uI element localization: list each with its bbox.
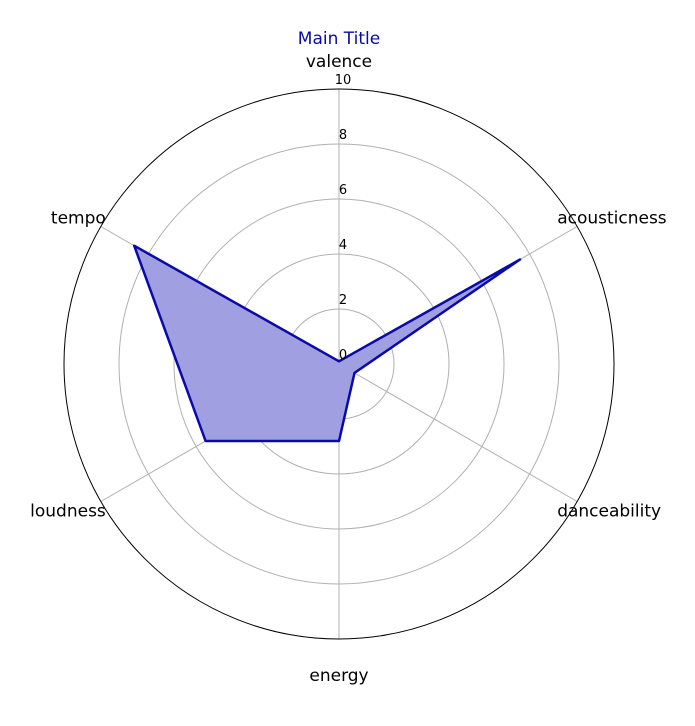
axis-label-danceability: danceability xyxy=(557,502,661,522)
r-tick-label-4: 4 xyxy=(339,238,347,253)
axis-label-energy: energy xyxy=(309,666,368,686)
spoke-danceability xyxy=(339,364,577,502)
data-layer xyxy=(134,246,520,441)
axis-label-acousticness: acousticness xyxy=(557,209,667,229)
chart-title: Main Title xyxy=(298,29,380,49)
tick-layer: 0 2 4 6 8 10 xyxy=(335,73,352,363)
axis-label-loudness: loudness xyxy=(30,502,106,522)
axis-label-valence: valence xyxy=(306,52,372,72)
r-tick-label-2: 2 xyxy=(339,293,347,308)
series-fill-0 xyxy=(134,246,520,441)
r-tick-label-10: 10 xyxy=(335,73,352,88)
r-tick-label-8: 8 xyxy=(339,128,347,143)
axis-label-tempo: tempo xyxy=(51,209,106,229)
r-tick-label-0: 0 xyxy=(339,348,347,363)
r-tick-label-6: 6 xyxy=(339,183,347,198)
